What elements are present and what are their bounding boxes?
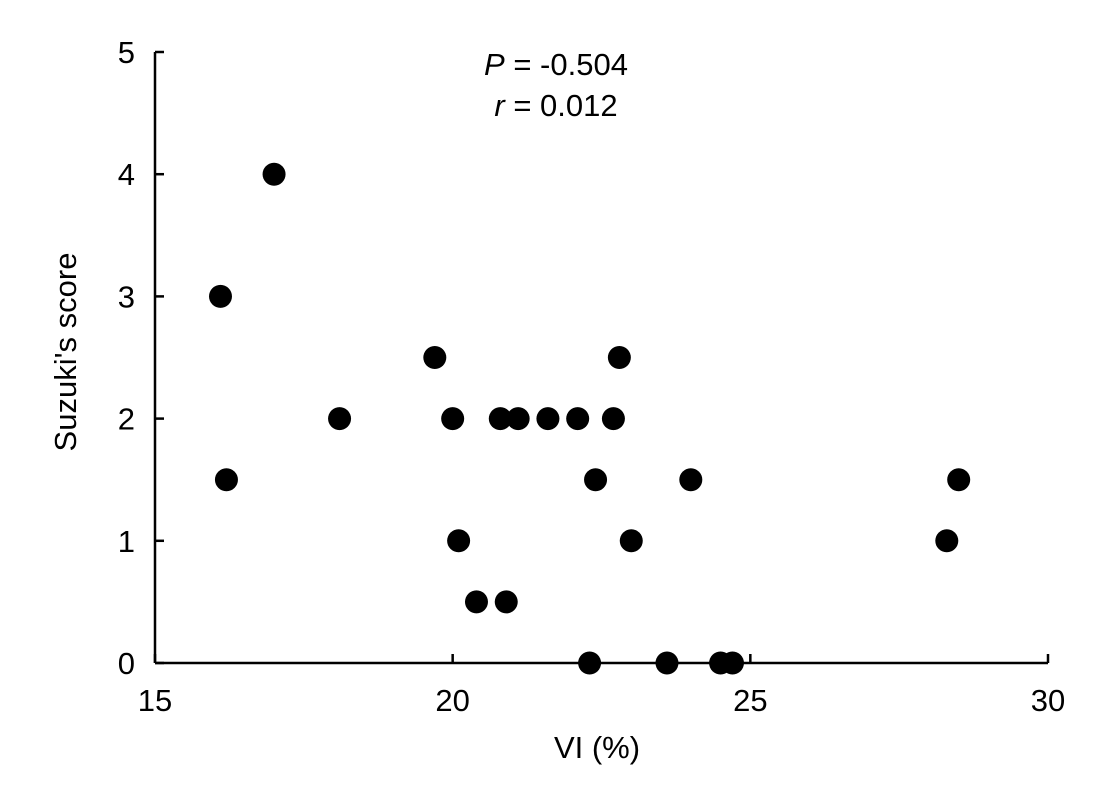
data-point	[720, 651, 744, 675]
data-point	[208, 284, 232, 308]
data-point	[262, 162, 286, 186]
x-tick-label: 25	[733, 683, 767, 718]
y-axis-title: Suzuki's score	[48, 253, 83, 452]
y-tick-label: 5	[118, 35, 135, 70]
data-point	[607, 346, 631, 369]
data-point	[935, 529, 959, 553]
data-point	[619, 529, 643, 553]
y-tick-label: 0	[118, 646, 135, 681]
data-point	[328, 407, 352, 431]
r-value-symbol: r	[494, 88, 506, 123]
y-tick-label: 2	[118, 402, 135, 437]
data-point	[506, 407, 530, 431]
data-point	[947, 468, 971, 492]
y-tick-label: 3	[118, 279, 135, 314]
x-tick-label: 20	[435, 683, 469, 718]
data-point	[584, 468, 608, 492]
data-point	[447, 529, 471, 553]
data-point	[578, 651, 602, 675]
r-value-annotation: r = 0.012	[494, 88, 617, 123]
x-tick-label: 30	[1031, 683, 1065, 718]
x-tick-label: 15	[138, 683, 172, 718]
data-point	[214, 468, 238, 492]
p-value-symbol: P	[484, 47, 505, 82]
data-point	[488, 407, 512, 431]
axes	[153, 52, 1048, 665]
data-point	[464, 590, 488, 614]
data-point	[655, 651, 679, 675]
p-value-text: = -0.504	[505, 47, 628, 82]
data-point	[423, 346, 447, 369]
data-point	[601, 407, 625, 431]
data-point	[441, 407, 465, 431]
data-points	[208, 162, 971, 675]
x-axis-title: VI (%)	[554, 730, 640, 765]
p-value-annotation: P = -0.504	[484, 47, 628, 82]
data-point	[679, 468, 703, 492]
y-tick-label: 4	[118, 157, 135, 192]
y-tick-label: 1	[118, 524, 135, 559]
r-value-text: = 0.012	[505, 88, 618, 123]
data-point	[536, 407, 560, 431]
data-point	[494, 590, 518, 614]
ticks: 15 20 25 30 0 1 2 3 4 5	[118, 35, 1065, 718]
data-point	[566, 407, 590, 431]
